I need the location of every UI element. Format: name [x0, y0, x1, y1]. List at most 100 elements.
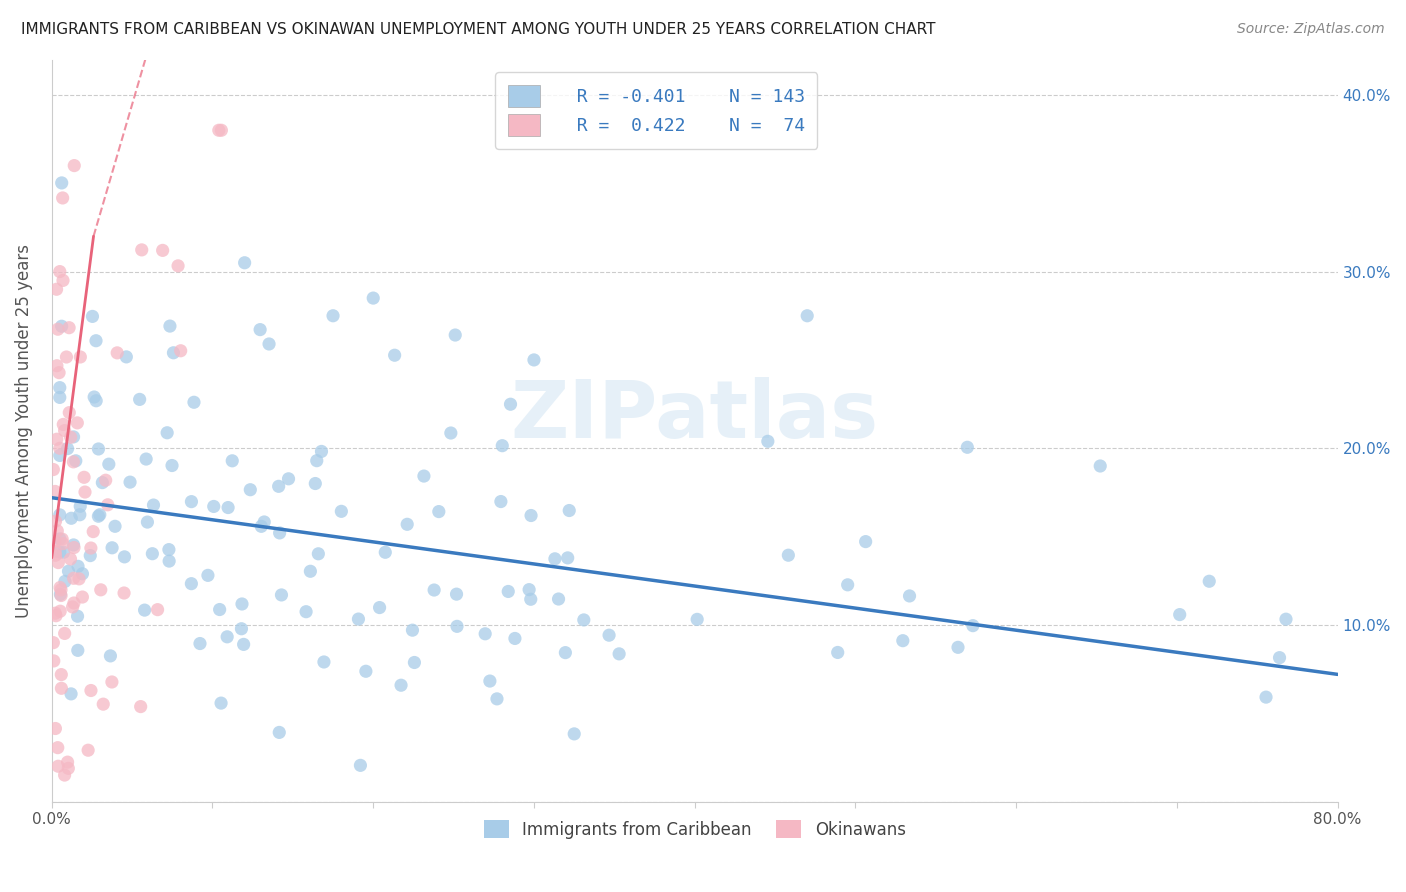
Point	[60, 687, 83, 701]
Point	[52, 191, 75, 205]
Point	[118, 475, 141, 490]
Point	[167, 259, 190, 273]
Point	[69, 500, 91, 514]
Point	[62, 430, 84, 444]
Point	[53, 574, 76, 589]
Text: IMMIGRANTS FROM CARIBBEAN VS OKINAWAN UNEMPLOYMENT AMONG YOUTH UNDER 25 YEARS CO: IMMIGRANTS FROM CARIBBEAN VS OKINAWAN UN…	[21, 22, 935, 37]
Point	[837, 578, 859, 592]
Point	[249, 323, 271, 337]
Point	[46, 322, 69, 336]
Point	[1275, 612, 1298, 626]
Point	[56, 755, 79, 769]
Point	[65, 454, 87, 468]
Point	[72, 590, 94, 604]
Point	[796, 309, 818, 323]
Point	[233, 256, 256, 270]
Point	[55, 350, 77, 364]
Point	[354, 665, 377, 679]
Point	[156, 425, 179, 440]
Point	[491, 439, 513, 453]
Point	[686, 612, 709, 626]
Point	[63, 596, 86, 610]
Point	[131, 243, 153, 257]
Point	[46, 740, 69, 755]
Point	[557, 550, 579, 565]
Point	[49, 581, 72, 595]
Point	[152, 244, 174, 258]
Point	[304, 476, 326, 491]
Point	[217, 500, 239, 515]
Point	[427, 505, 450, 519]
Point	[105, 346, 128, 360]
Point	[423, 582, 446, 597]
Point	[46, 759, 69, 773]
Point	[267, 479, 290, 493]
Point	[49, 582, 72, 597]
Point	[59, 552, 82, 566]
Point	[62, 599, 84, 614]
Point	[44, 606, 66, 620]
Point	[544, 551, 567, 566]
Point	[51, 319, 73, 334]
Point	[51, 532, 73, 546]
Point	[170, 343, 193, 358]
Point	[558, 503, 581, 517]
Point	[202, 500, 225, 514]
Point	[53, 768, 76, 782]
Point	[827, 645, 849, 659]
Point	[374, 545, 396, 559]
Point	[891, 633, 914, 648]
Point	[94, 473, 117, 487]
Point	[44, 484, 66, 499]
Point	[58, 564, 80, 578]
Point	[44, 514, 66, 528]
Point	[60, 511, 83, 525]
Point	[232, 637, 254, 651]
Point	[440, 425, 463, 440]
Point	[956, 440, 979, 454]
Point	[389, 678, 412, 692]
Point	[499, 397, 522, 411]
Point	[135, 452, 157, 467]
Point	[347, 612, 370, 626]
Point	[157, 554, 180, 568]
Point	[80, 683, 103, 698]
Point	[101, 541, 124, 555]
Point	[49, 508, 72, 522]
Point	[253, 515, 276, 529]
Point	[295, 605, 318, 619]
Point	[404, 656, 426, 670]
Y-axis label: Unemployment Among Youth under 25 years: Unemployment Among Youth under 25 years	[15, 244, 32, 617]
Point	[188, 636, 211, 650]
Point	[114, 549, 136, 564]
Point	[100, 648, 122, 663]
Point	[91, 475, 114, 490]
Point	[58, 406, 80, 420]
Point	[231, 622, 253, 636]
Point	[45, 608, 67, 623]
Point	[62, 538, 84, 552]
Point	[63, 159, 86, 173]
Point	[1254, 690, 1277, 705]
Point	[80, 541, 103, 555]
Point	[51, 667, 73, 681]
Point	[396, 517, 419, 532]
Point	[159, 319, 181, 334]
Point	[756, 434, 779, 449]
Point	[898, 589, 921, 603]
Point	[115, 350, 138, 364]
Point	[520, 508, 543, 523]
Point	[572, 613, 595, 627]
Legend: Immigrants from Caribbean, Okinawans: Immigrants from Caribbean, Okinawans	[477, 814, 912, 846]
Point	[66, 643, 89, 657]
Point	[239, 483, 262, 497]
Point	[146, 602, 169, 616]
Point	[134, 603, 156, 617]
Point	[209, 696, 232, 710]
Point	[44, 544, 66, 558]
Point	[56, 442, 79, 456]
Point	[49, 587, 72, 601]
Point	[523, 353, 546, 368]
Point	[49, 604, 72, 618]
Point	[547, 592, 569, 607]
